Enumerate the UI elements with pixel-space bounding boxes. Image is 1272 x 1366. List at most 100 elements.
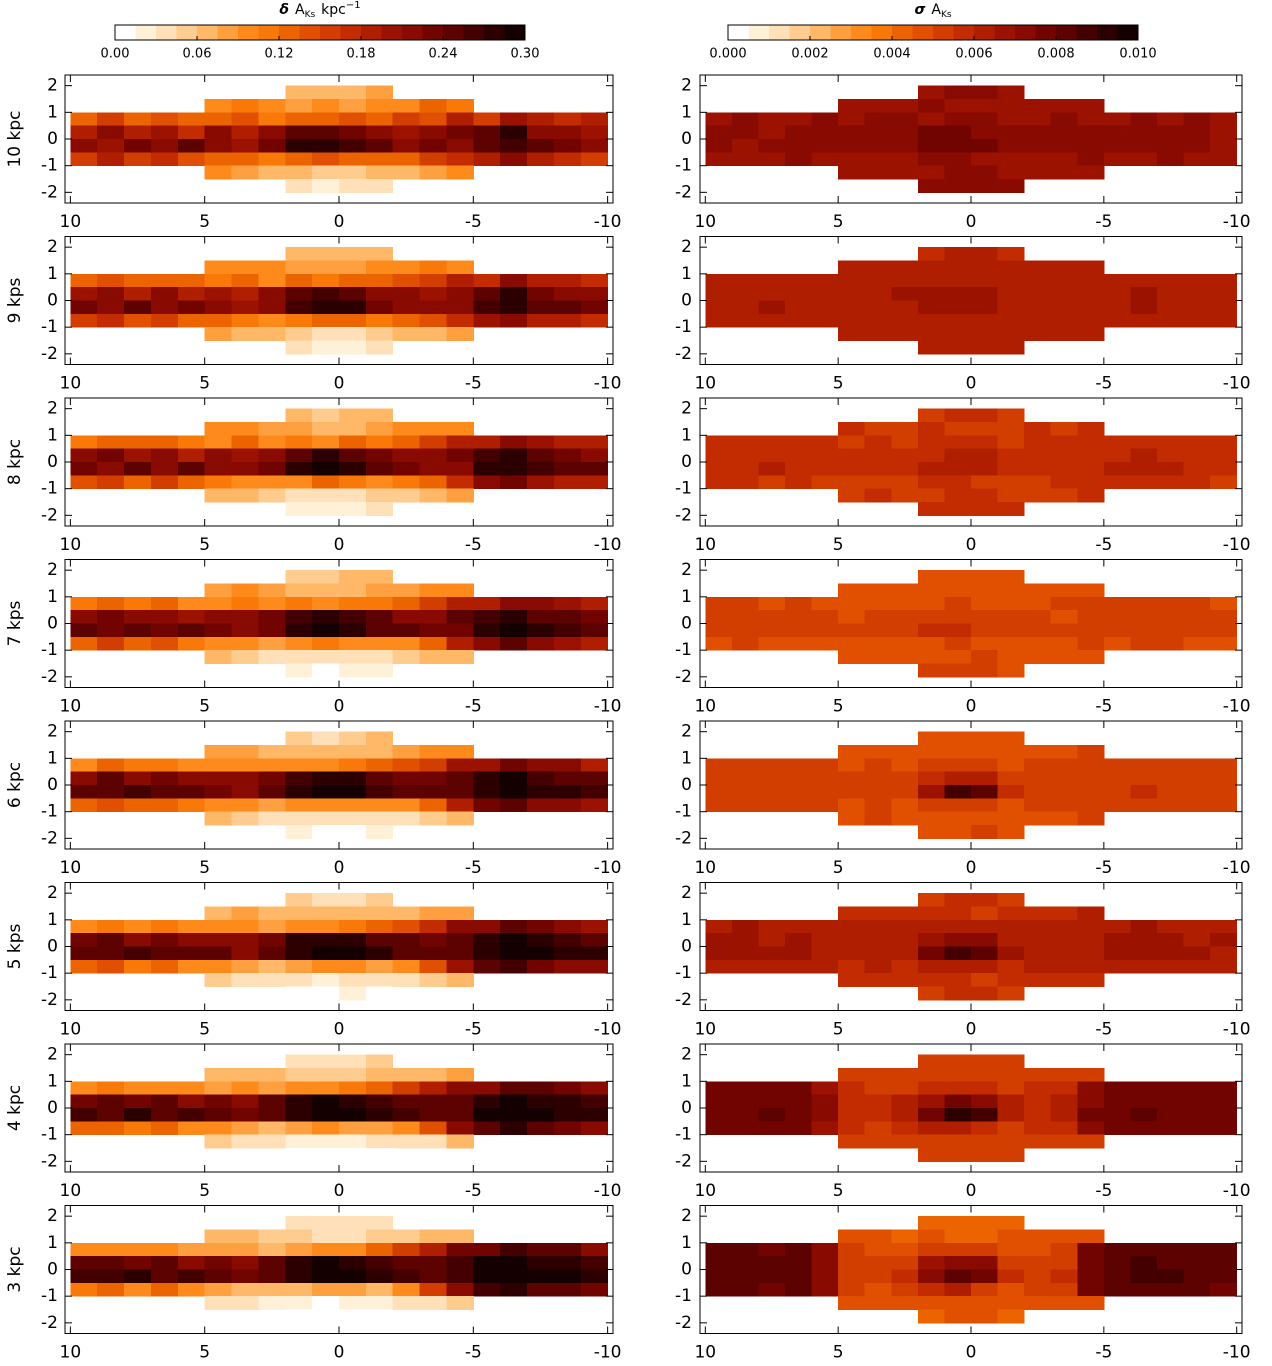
heatmap-cell xyxy=(97,273,125,288)
heatmap-cell xyxy=(527,1081,555,1096)
heatmap-cell xyxy=(838,610,866,624)
title-subscript: Ks xyxy=(305,10,316,20)
y-tick-label: -2 xyxy=(675,505,692,525)
heatmap-cell xyxy=(285,152,313,167)
heatmap-cell xyxy=(917,570,945,584)
heatmap-cell xyxy=(392,462,421,476)
heatmap-cell xyxy=(97,1282,125,1297)
heatmap-cell xyxy=(705,152,733,167)
heatmap-cell xyxy=(500,959,528,974)
heatmap-cell xyxy=(785,798,813,813)
heatmap-cell xyxy=(705,287,733,301)
heatmap-cell xyxy=(997,313,1025,328)
heatmap-cell xyxy=(419,300,447,315)
heatmap-cell xyxy=(97,1242,125,1257)
heatmap-cell xyxy=(500,771,528,786)
heatmap-cell xyxy=(917,327,945,341)
heatmap-cell xyxy=(527,139,555,153)
heatmap-cell xyxy=(124,112,152,127)
heatmap-cell xyxy=(758,771,786,786)
heatmap-cell xyxy=(285,462,313,476)
heatmap-cell xyxy=(758,448,786,463)
heatmap-cell xyxy=(177,758,206,773)
heatmap-cell xyxy=(231,919,259,934)
heatmap-cell xyxy=(392,422,421,436)
heatmap-cell xyxy=(1077,313,1105,328)
heatmap-cell xyxy=(312,260,340,275)
heatmap-cell xyxy=(231,273,259,288)
heatmap-cell xyxy=(1103,475,1131,490)
heatmap-cell xyxy=(891,811,919,826)
heatmap-cell xyxy=(419,1081,447,1096)
heatmap-cell xyxy=(1050,771,1078,786)
heatmap-cell xyxy=(917,273,945,288)
y-tick-label: -1 xyxy=(675,1286,692,1306)
heatmap-cell xyxy=(365,300,394,315)
heatmap-cell xyxy=(811,435,839,450)
heatmap-cell xyxy=(473,1108,501,1122)
heatmap-cell xyxy=(312,502,340,516)
heatmap-cell xyxy=(419,125,447,140)
heatmap-cell xyxy=(150,1256,179,1270)
heatmap-cell xyxy=(997,1134,1025,1149)
heatmap-cell xyxy=(446,946,474,961)
y-tick-label: -1 xyxy=(41,640,58,660)
heatmap-cell xyxy=(838,300,866,315)
y-tick-label: 0 xyxy=(47,1260,58,1280)
heatmap-cell xyxy=(312,287,340,301)
heatmap-cell xyxy=(1024,636,1052,651)
heatmap-cell xyxy=(997,408,1025,423)
heatmap-cell xyxy=(365,1121,394,1136)
y-tick-label: 2 xyxy=(47,722,58,742)
x-tick-label: 10 xyxy=(694,212,716,232)
heatmap-cell xyxy=(864,946,892,961)
y-tick-label: 2 xyxy=(47,883,58,903)
heatmap-cell xyxy=(758,798,786,813)
heatmap-cell xyxy=(204,1134,233,1149)
heatmap-cell xyxy=(811,448,839,463)
heatmap-cell xyxy=(864,1242,892,1257)
heatmap-cell xyxy=(1050,946,1078,961)
heatmap-cell xyxy=(285,1068,313,1082)
heatmap-cell xyxy=(124,152,152,167)
heatmap-cell xyxy=(997,919,1025,934)
x-tick-label: -5 xyxy=(465,697,482,717)
heatmap-cell xyxy=(204,1256,233,1270)
heatmap-cell xyxy=(1077,327,1105,341)
heatmap-cell xyxy=(731,919,759,934)
heatmap-cell xyxy=(891,1229,919,1244)
heatmap-cell xyxy=(419,488,447,503)
heatmap-cell xyxy=(758,933,786,947)
heatmap-cell xyxy=(231,488,259,503)
heatmap-cell xyxy=(1103,273,1131,288)
heatmap-cell xyxy=(177,959,206,974)
heatmap-cell xyxy=(204,1108,233,1122)
heatmap-cell xyxy=(473,771,501,786)
heatmap-cell xyxy=(419,1269,447,1284)
heatmap-cell xyxy=(997,636,1025,651)
heatmap-cell xyxy=(864,610,892,624)
heatmap-cell xyxy=(864,583,892,598)
heatmap-cell xyxy=(997,1256,1025,1270)
colorbar: 0.000 0.002 0.004 0.006 0.008 0.010 xyxy=(709,24,1157,62)
heatmap-cell xyxy=(339,1081,367,1096)
heatmap-cell xyxy=(1050,745,1078,759)
heatmap-cell xyxy=(944,1054,972,1069)
heatmap-cell xyxy=(124,798,152,813)
heatmap-cell xyxy=(204,422,233,436)
heatmap-cell xyxy=(864,125,892,140)
heatmap-cell xyxy=(997,502,1025,516)
heatmap-cell xyxy=(1130,1081,1158,1096)
heatmap-cell xyxy=(997,1269,1025,1284)
heatmap-cell xyxy=(864,327,892,341)
heatmap-cell xyxy=(971,125,999,140)
x-tick-label: -10 xyxy=(1223,1343,1251,1363)
heatmap-cell xyxy=(97,300,125,315)
heatmap-cell xyxy=(731,1094,759,1109)
heatmap-cell xyxy=(731,758,759,773)
heatmap-cell xyxy=(124,959,152,974)
heatmap-cell xyxy=(1024,1256,1052,1270)
heatmap-cell xyxy=(204,1296,233,1310)
heatmap-cell xyxy=(285,287,313,301)
